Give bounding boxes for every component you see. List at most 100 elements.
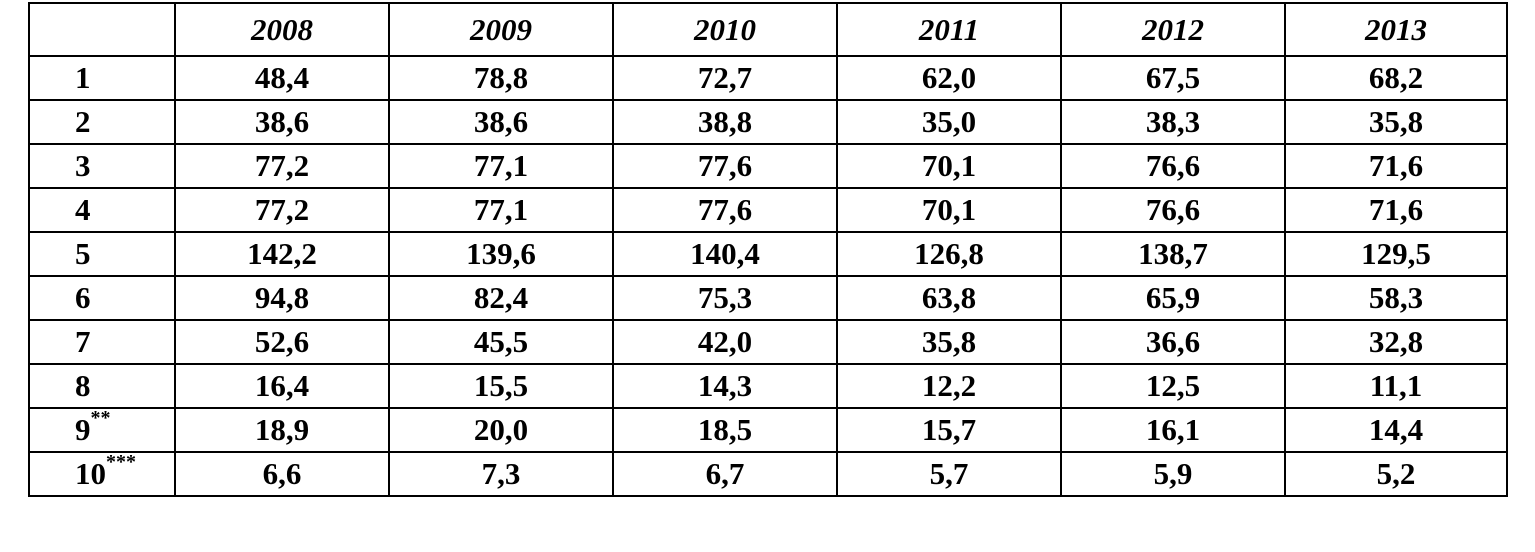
header-cell: 2009 [388, 2, 614, 57]
data-row: 1 48,4 78,8 72,7 62,0 67,5 68,2 [28, 55, 1508, 101]
value-cell: 77,2 [174, 187, 390, 233]
value-cell: 16,1 [1060, 407, 1286, 453]
header-cell: 2010 [612, 2, 838, 57]
value-cell: 14,3 [612, 363, 838, 409]
row-label-cell: 9** [28, 407, 176, 453]
row-label-cell: 10*** [28, 451, 176, 497]
row-label-cell: 1 [28, 55, 176, 101]
data-row: 9** 18,9 20,0 18,5 15,7 16,1 14,4 [28, 407, 1508, 453]
value-cell: 7,3 [388, 451, 614, 497]
data-row: 5 142,2 139,6 140,4 126,8 138,7 129,5 [28, 231, 1508, 277]
data-row: 10*** 6,6 7,3 6,7 5,7 5,9 5,2 [28, 451, 1508, 497]
row-label-cell: 2 [28, 99, 176, 145]
value-cell: 36,6 [1060, 319, 1286, 365]
value-cell: 82,4 [388, 275, 614, 321]
value-cell: 70,1 [836, 143, 1062, 189]
row-label-cell: 5 [28, 231, 176, 277]
value-cell: 77,6 [612, 187, 838, 233]
value-cell: 5,2 [1284, 451, 1508, 497]
value-cell: 12,5 [1060, 363, 1286, 409]
header-cell: 2012 [1060, 2, 1286, 57]
value-cell: 126,8 [836, 231, 1062, 277]
value-cell: 15,5 [388, 363, 614, 409]
data-row: 6 94,8 82,4 75,3 63,8 65,9 58,3 [28, 275, 1508, 321]
row-label-cell: 7 [28, 319, 176, 365]
data-row: 7 52,6 45,5 42,0 35,8 36,6 32,8 [28, 319, 1508, 365]
value-cell: 18,5 [612, 407, 838, 453]
value-cell: 71,6 [1284, 143, 1508, 189]
value-cell: 32,8 [1284, 319, 1508, 365]
value-cell: 76,6 [1060, 143, 1286, 189]
data-row: 4 77,2 77,1 77,6 70,1 76,6 71,6 [28, 187, 1508, 233]
value-cell: 45,5 [388, 319, 614, 365]
value-cell: 77,6 [612, 143, 838, 189]
value-cell: 48,4 [174, 55, 390, 101]
header-row: 2008 2009 2010 2011 2012 2013 [28, 2, 1508, 57]
row-label-note: *** [106, 452, 136, 473]
value-cell: 38,6 [174, 99, 390, 145]
row-label: 5 [75, 236, 91, 271]
value-cell: 16,4 [174, 363, 390, 409]
row-label-cell: 6 [28, 275, 176, 321]
row-label: 1 [75, 60, 91, 95]
value-cell: 70,1 [836, 187, 1062, 233]
value-cell: 68,2 [1284, 55, 1508, 101]
value-cell: 58,3 [1284, 275, 1508, 321]
row-label-cell: 4 [28, 187, 176, 233]
value-cell: 14,4 [1284, 407, 1508, 453]
value-cell: 77,1 [388, 143, 614, 189]
value-cell: 71,6 [1284, 187, 1508, 233]
value-cell: 35,0 [836, 99, 1062, 145]
value-cell: 63,8 [836, 275, 1062, 321]
data-table: 2008 2009 2010 2011 2012 2013 1 48,4 78,8 72,7 62,… [28, 2, 1508, 497]
row-label: 7 [75, 324, 91, 359]
data-row: 8 16,4 15,5 14,3 12,2 12,5 11,1 [28, 363, 1508, 409]
row-label: 4 [75, 192, 91, 227]
value-cell: 20,0 [388, 407, 614, 453]
value-cell: 78,8 [388, 55, 614, 101]
value-cell: 65,9 [1060, 275, 1286, 321]
value-cell: 77,2 [174, 143, 390, 189]
value-cell: 42,0 [612, 319, 838, 365]
value-cell: 35,8 [836, 319, 1062, 365]
header-cell: 2013 [1284, 2, 1508, 57]
row-label-cell: 3 [28, 143, 176, 189]
value-cell: 38,6 [388, 99, 614, 145]
row-label: 2 [75, 104, 91, 139]
value-cell: 11,1 [1284, 363, 1508, 409]
value-cell: 12,2 [836, 363, 1062, 409]
value-cell: 15,7 [836, 407, 1062, 453]
value-cell: 142,2 [174, 231, 390, 277]
row-label: 10 [75, 456, 106, 491]
header-cell: 2008 [174, 2, 390, 57]
value-cell: 72,7 [612, 55, 838, 101]
value-cell: 6,6 [174, 451, 390, 497]
value-cell: 138,7 [1060, 231, 1286, 277]
value-cell: 76,6 [1060, 187, 1286, 233]
value-cell: 38,3 [1060, 99, 1286, 145]
value-cell: 140,4 [612, 231, 838, 277]
value-cell: 75,3 [612, 275, 838, 321]
value-cell: 18,9 [174, 407, 390, 453]
header-cell: 2011 [836, 2, 1062, 57]
row-label: 8 [75, 368, 91, 403]
value-cell: 94,8 [174, 275, 390, 321]
data-row: 3 77,2 77,1 77,6 70,1 76,6 71,6 [28, 143, 1508, 189]
row-label: 3 [75, 148, 91, 183]
value-cell: 38,8 [612, 99, 838, 145]
corner-cell [28, 2, 176, 57]
value-cell: 67,5 [1060, 55, 1286, 101]
row-label-cell: 8 [28, 363, 176, 409]
value-cell: 5,9 [1060, 451, 1286, 497]
value-cell: 129,5 [1284, 231, 1508, 277]
row-label: 9 [75, 412, 91, 447]
value-cell: 62,0 [836, 55, 1062, 101]
value-cell: 77,1 [388, 187, 614, 233]
row-label-note: ** [90, 408, 111, 429]
value-cell: 139,6 [388, 231, 614, 277]
value-cell: 5,7 [836, 451, 1062, 497]
data-row: 2 38,6 38,6 38,8 35,0 38,3 35,8 [28, 99, 1508, 145]
value-cell: 52,6 [174, 319, 390, 365]
value-cell: 6,7 [612, 451, 838, 497]
